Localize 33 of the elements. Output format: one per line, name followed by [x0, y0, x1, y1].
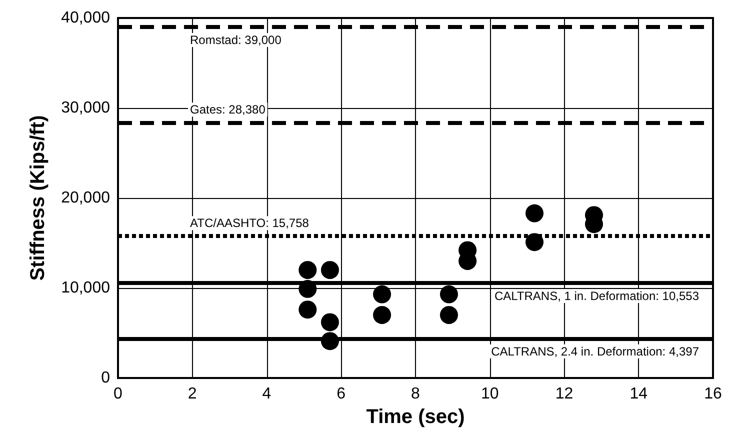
point — [440, 306, 458, 324]
x-tick-label: 4 — [262, 386, 272, 402]
x-tick-label: 16 — [704, 386, 722, 402]
y-tick-label: 20,000 — [61, 190, 110, 206]
x-tick-label: 2 — [188, 386, 197, 402]
ref-line-label: Gates: 28,380 — [190, 102, 266, 117]
ref-line-label: CALTRANS, 2.4 in. Deformation: 4,397 — [491, 344, 700, 358]
y-tick-label: 0 — [101, 370, 110, 386]
point — [440, 285, 458, 304]
y-tick-label: 40,000 — [61, 10, 110, 26]
ref-line-label: Romstad: 39,000 — [190, 33, 282, 47]
point — [298, 300, 317, 319]
point — [320, 261, 339, 279]
x-tick-label: 8 — [411, 386, 420, 402]
point — [298, 261, 317, 279]
y-tick-label: 10,000 — [61, 280, 110, 296]
point — [320, 313, 339, 332]
point — [526, 204, 544, 222]
point — [526, 233, 544, 252]
point — [373, 285, 392, 304]
x-tick-label: 12 — [555, 386, 574, 402]
point — [320, 332, 339, 350]
x-tick-label: 14 — [630, 386, 648, 402]
x-tick-label: 10 — [480, 386, 499, 402]
point — [298, 280, 317, 298]
x-tick-label: 0 — [114, 386, 123, 402]
x-tick-label: 6 — [336, 386, 346, 402]
ref-line-label: ATC/AASHTO: 15,758 — [190, 216, 310, 230]
y-tick-label: 30,000 — [61, 100, 110, 116]
y-axis-title: Stiffness (Kips/ft) — [27, 115, 49, 281]
point — [373, 306, 392, 324]
ref-line-label: CALTRANS, 1 in. Deformation: 10,553 — [494, 289, 700, 304]
x-axis-title: Time (sec) — [366, 406, 465, 428]
